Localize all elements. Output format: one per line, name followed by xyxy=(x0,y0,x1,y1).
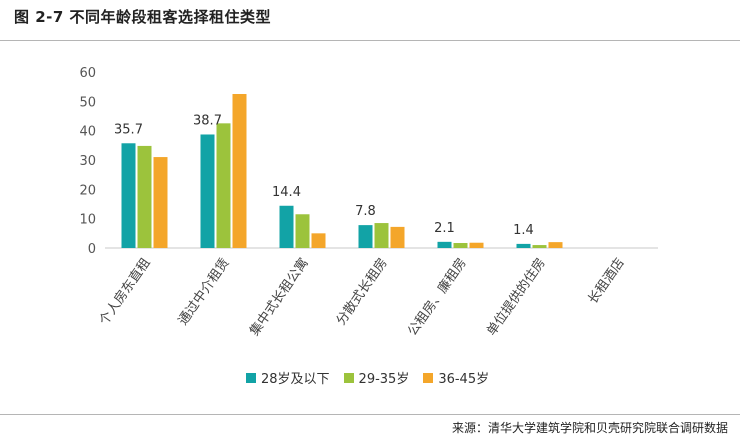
y-tick-label: 40 xyxy=(79,125,96,140)
bar-chart: 0 10 20 30 40 50 60 35.7 38.7 14.4 7.8 2.1 1.4 个人房东… xyxy=(79,66,658,339)
bar xyxy=(548,242,563,248)
figure-title: 图 2-7 不同年龄段租客选择租住类型 xyxy=(14,8,272,26)
y-tick-label: 50 xyxy=(79,95,96,110)
legend: 28岁及以下 29-35岁 36-45岁 xyxy=(246,368,489,387)
legend-item: 36-45岁 xyxy=(423,368,489,387)
category-label: 个人房东直租 xyxy=(96,255,154,328)
data-label: 35.7 xyxy=(114,122,143,137)
y-axis-ticks: 0 10 20 30 40 50 60 xyxy=(79,66,96,257)
legend-swatch-2 xyxy=(423,372,434,383)
category-labels: 个人房东直租 通过中介租赁 集中式长租公寓 分散式长租房 公租房、廉租房 单位提供的住房长… xyxy=(96,255,628,339)
legend-item: 28岁及以下 xyxy=(246,368,330,387)
category-label: 分散式长租房 xyxy=(333,255,391,328)
y-tick-label: 30 xyxy=(79,154,96,169)
bar xyxy=(374,223,389,248)
data-label: 1.4 xyxy=(513,223,534,238)
bar xyxy=(437,241,452,248)
data-label: 38.7 xyxy=(193,113,222,128)
bottom-divider xyxy=(0,414,740,415)
y-tick-label: 0 xyxy=(88,242,96,257)
bar xyxy=(295,214,310,248)
legend-item: 29-35岁 xyxy=(343,368,410,387)
y-tick-label: 20 xyxy=(79,183,96,198)
category-label: 长租酒店 xyxy=(586,256,628,307)
legend-label-2: 36-45岁 xyxy=(438,372,490,387)
bar xyxy=(311,233,326,248)
bar xyxy=(137,145,152,248)
legend-label-0: 28岁及以下 xyxy=(261,372,330,387)
bar xyxy=(279,205,294,248)
bar xyxy=(516,243,531,248)
data-label: 2.1 xyxy=(434,221,455,236)
legend-label-1: 29-35岁 xyxy=(358,372,410,387)
bar xyxy=(216,123,231,248)
data-label: 7.8 xyxy=(355,204,376,219)
data-labels: 35.7 38.7 14.4 7.8 2.1 1.4 xyxy=(114,113,534,237)
bar xyxy=(200,134,215,248)
y-tick-label: 10 xyxy=(79,213,96,228)
bar xyxy=(469,242,484,248)
y-tick-label: 60 xyxy=(79,66,96,81)
bar xyxy=(453,243,468,248)
bar xyxy=(153,157,168,248)
category-label: 单位提供的住房 xyxy=(483,255,548,339)
bars xyxy=(121,94,563,248)
category-label: 通过中介租赁 xyxy=(176,256,233,329)
bar xyxy=(121,143,136,248)
source-note: 来源：清华大学建筑学院和贝壳研究院联合调研数据 xyxy=(451,421,728,435)
top-divider xyxy=(0,40,740,41)
bar xyxy=(358,225,373,248)
bar xyxy=(532,245,547,248)
bar xyxy=(232,94,247,248)
bar xyxy=(390,226,405,248)
data-label: 14.4 xyxy=(272,185,301,200)
category-label: 公租房、廉租房 xyxy=(404,255,469,339)
legend-swatch-1 xyxy=(343,372,354,383)
legend-swatch-0 xyxy=(246,372,256,383)
category-label: 集中式长租公寓 xyxy=(246,255,311,339)
